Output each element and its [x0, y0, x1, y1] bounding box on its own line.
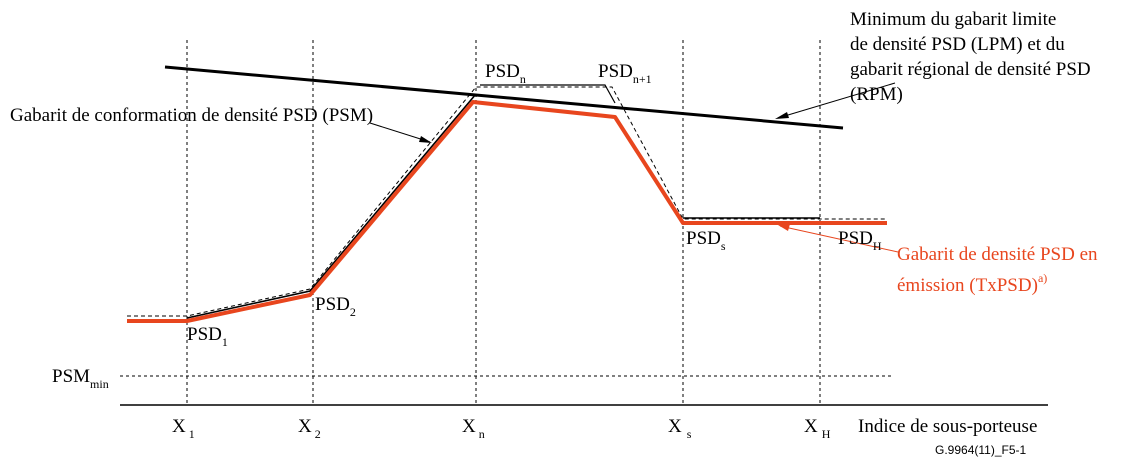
- x-n-main: X: [462, 416, 476, 437]
- psm-min-label: PSMmin: [52, 366, 109, 391]
- x-h-sub: H: [822, 427, 831, 441]
- psm-dashed-envelope: [127, 86, 887, 317]
- psm-line: [186, 93, 477, 319]
- txpsd-label-line2: émission (TxPSD)a): [897, 271, 1047, 296]
- psd-h-main: PSD: [838, 228, 873, 249]
- txpsd-pointer-arrowhead: [778, 224, 790, 231]
- psm-min-main: PSM: [52, 366, 90, 387]
- lpm-rpm-label-line2: de densité PSD (LPM) et du: [850, 34, 1065, 55]
- psd-1-main: PSD: [187, 324, 222, 345]
- psm-min-sub: min: [90, 377, 109, 391]
- psm-pointer-arrowhead: [419, 136, 432, 143]
- x-2-sub: 2: [315, 427, 321, 441]
- psd-n-label: PSDn: [485, 61, 526, 86]
- psd-1-sub: 1: [222, 335, 228, 349]
- psd-s-sub: s: [721, 239, 726, 253]
- x-2-main: X: [298, 416, 312, 437]
- lpm-pointer-arrowhead: [775, 112, 789, 119]
- psm-pointer: [369, 122, 431, 143]
- lpm-pointer: [777, 82, 896, 119]
- psd-h-sub: H: [873, 239, 882, 253]
- x-1-main: X: [172, 416, 186, 437]
- psd-n-bracket: [480, 84, 616, 104]
- psd-2-main: PSD: [315, 294, 350, 315]
- x-s-main: X: [668, 416, 682, 437]
- psd-2-label: PSD2: [315, 294, 356, 319]
- psd-s-label: PSDs: [686, 228, 726, 253]
- txpsd-label-main: émission (TxPSD): [897, 275, 1038, 296]
- psd-h-label: PSDH: [838, 228, 882, 253]
- psd-n1-main: PSD: [598, 61, 633, 82]
- x-axis-title: Indice de sous-porteuse: [858, 416, 1037, 437]
- psd-2-sub: 2: [350, 305, 356, 319]
- txpsd-pointer: [779, 225, 899, 253]
- x-1-sub: 1: [189, 427, 195, 441]
- figure-id: G.9964(11)_F5-1: [935, 443, 1026, 457]
- x-n-sub: n: [479, 427, 485, 441]
- lpm-rpm-label-line3: gabarit régional de densité PSD: [850, 59, 1091, 80]
- psd-n-main: PSD: [485, 61, 520, 82]
- txpsd-label-line1: Gabarit de densité PSD en: [897, 244, 1098, 265]
- psm-label: Gabarit de conformation de densité PSD (…: [10, 105, 373, 126]
- psd-1-label: PSD1: [187, 324, 228, 349]
- lpm-rpm-label-line1: Minimum du gabarit limite: [850, 9, 1056, 30]
- psd-n-sub: n: [520, 72, 526, 86]
- x-s-sub: s: [687, 427, 692, 441]
- txpsd-label-sup: a): [1038, 271, 1047, 285]
- lpm-rpm-line: [164, 65, 844, 130]
- psd-n1-sub: n+1: [633, 72, 652, 86]
- lpm-rpm-label-line4: (RPM): [850, 84, 903, 105]
- psd-s-main: PSD: [686, 228, 721, 249]
- txpsd-line: [127, 100, 887, 323]
- x-h-main: X: [804, 416, 818, 437]
- psd-n1-label: PSDn+1: [598, 61, 652, 86]
